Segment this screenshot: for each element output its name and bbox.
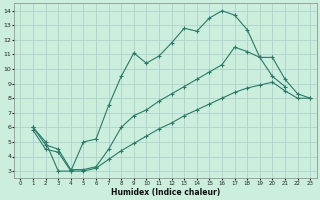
X-axis label: Humidex (Indice chaleur): Humidex (Indice chaleur) [111,188,220,197]
